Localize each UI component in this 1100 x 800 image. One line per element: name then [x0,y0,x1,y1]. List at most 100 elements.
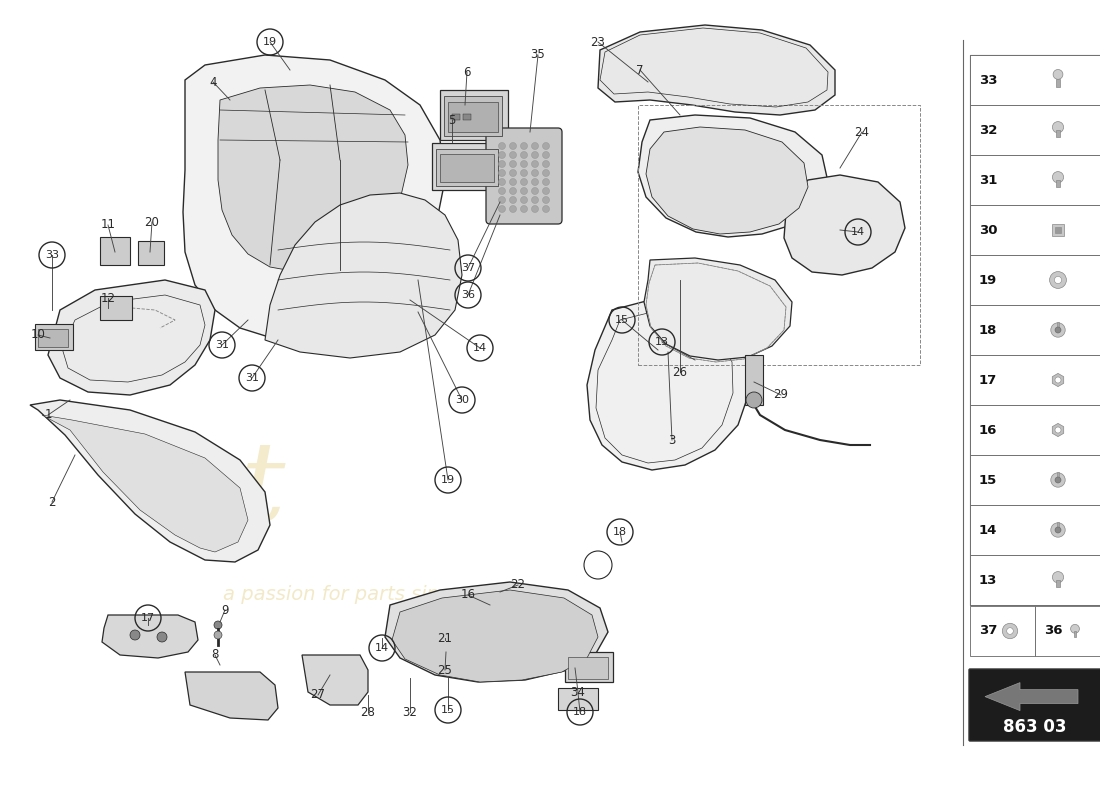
Circle shape [214,631,222,639]
Circle shape [509,151,517,158]
Text: 15: 15 [615,315,629,325]
Circle shape [509,178,517,186]
Bar [970,405,1100,455]
Circle shape [1053,571,1064,582]
Text: 36: 36 [1044,625,1063,638]
Polygon shape [587,300,750,470]
Circle shape [542,178,550,186]
Text: 29: 29 [773,389,789,402]
Text: 18: 18 [613,527,627,537]
Text: 27: 27 [310,689,326,702]
Text: 31: 31 [979,174,998,186]
Circle shape [498,170,506,177]
Bar [1057,472,1059,478]
Text: 17: 17 [141,613,155,623]
Bar [565,652,613,682]
Text: 35: 35 [530,49,546,62]
Bar [970,505,1100,555]
Bar [1056,180,1059,187]
Bar [444,96,502,136]
Circle shape [531,197,539,203]
Text: 20: 20 [144,215,159,229]
Text: 32: 32 [979,123,998,137]
Circle shape [1055,427,1061,433]
Text: 13: 13 [654,337,669,347]
Text: 3: 3 [669,434,675,446]
Circle shape [1053,122,1064,133]
Bar [558,688,598,710]
Text: 9: 9 [221,603,229,617]
Circle shape [498,197,506,203]
Bar [138,241,164,265]
Circle shape [157,632,167,642]
Circle shape [542,161,550,167]
Bar [970,606,1035,656]
Text: 11: 11 [100,218,116,231]
Text: 13: 13 [979,574,998,586]
Text: 5: 5 [449,114,455,126]
Text: 4: 4 [209,75,217,89]
Circle shape [214,621,222,629]
Circle shape [1006,628,1013,634]
Text: 7: 7 [636,63,644,77]
Text: 18: 18 [573,707,587,717]
Text: 14: 14 [375,643,389,653]
FancyBboxPatch shape [969,669,1100,741]
Bar [1056,130,1059,137]
Polygon shape [984,682,1078,710]
Text: 18: 18 [979,323,998,337]
Text: a passion for parts since 1985: a passion for parts since 1985 [222,586,517,605]
Circle shape [1055,327,1061,333]
Text: 19: 19 [979,274,997,286]
Circle shape [498,178,506,186]
Bar [970,555,1100,605]
Polygon shape [265,193,462,358]
Bar [1057,322,1059,328]
Text: 32: 32 [403,706,417,718]
Polygon shape [185,672,278,720]
Text: 21: 21 [438,631,452,645]
Text: 863 03: 863 03 [1003,718,1067,736]
Text: 16: 16 [461,589,475,602]
Polygon shape [392,590,598,682]
Text: 2: 2 [48,495,56,509]
Text: 30: 30 [979,223,998,237]
Polygon shape [638,115,828,237]
Circle shape [520,142,528,150]
Circle shape [498,142,506,150]
Bar [452,114,460,120]
Bar [745,355,763,405]
Circle shape [1049,272,1066,289]
Bar [1052,224,1064,236]
Text: 15: 15 [441,705,455,715]
Circle shape [520,178,528,186]
Bar [970,155,1100,205]
Circle shape [542,142,550,150]
Bar [39,329,68,347]
Circle shape [542,197,550,203]
Polygon shape [183,55,446,340]
Text: et: et [175,436,285,544]
Bar [1074,631,1076,637]
Bar [1056,78,1060,87]
Bar [1057,522,1059,528]
Text: 6: 6 [463,66,471,78]
Circle shape [520,170,528,177]
Polygon shape [1053,374,1064,386]
Polygon shape [102,615,198,658]
Circle shape [1055,377,1061,383]
Text: 10: 10 [31,329,45,342]
Bar [970,55,1100,605]
Bar [970,105,1100,155]
Text: 37: 37 [979,625,998,638]
Circle shape [520,151,528,158]
Text: 25: 25 [438,663,452,677]
Text: 16: 16 [979,423,998,437]
Text: 34: 34 [571,686,585,698]
Circle shape [1055,276,1061,284]
Bar [1035,606,1100,656]
Text: 31: 31 [214,340,229,350]
Text: 36: 36 [461,290,475,300]
Text: 12: 12 [100,291,116,305]
Text: 19: 19 [263,37,277,47]
